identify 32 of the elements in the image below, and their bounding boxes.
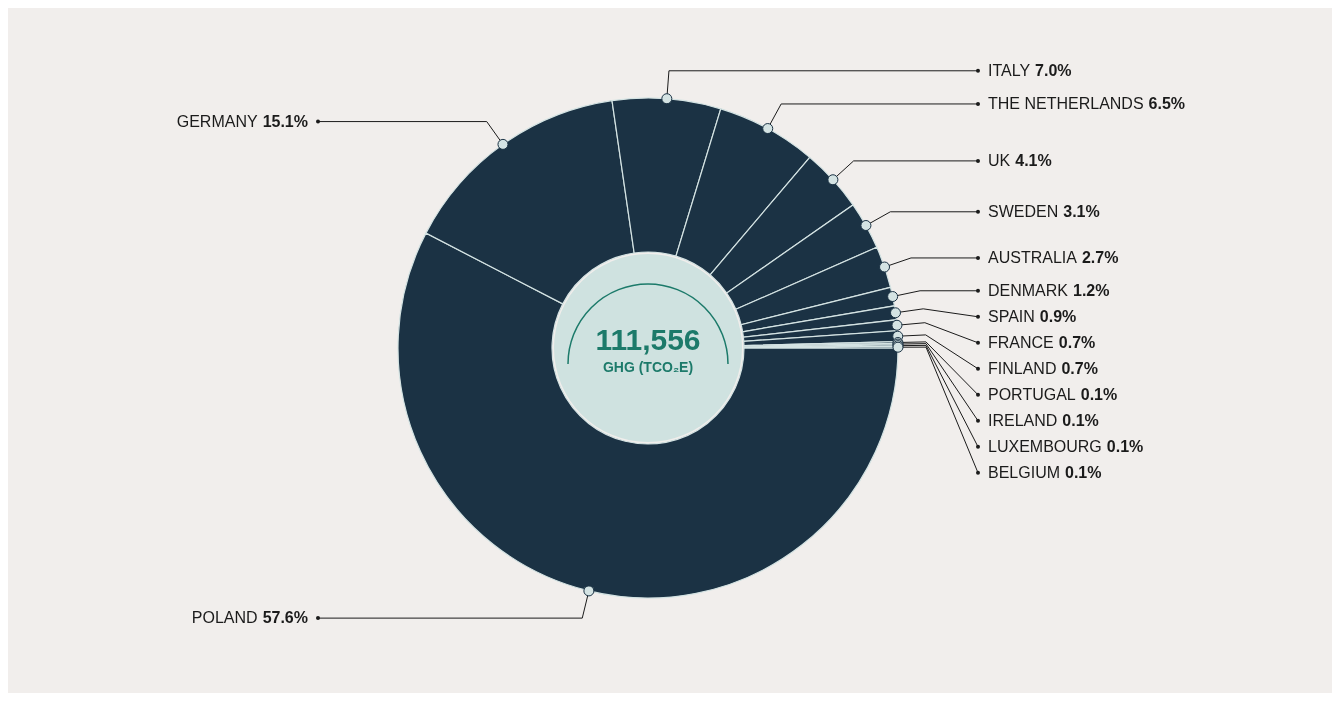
data-label: 6.5% bbox=[1148, 94, 1186, 112]
data-label: 0.7% bbox=[1058, 333, 1096, 351]
data-label: 0.1% bbox=[1106, 437, 1144, 455]
data-label: 15.1% bbox=[262, 112, 308, 130]
data-label: 3.1% bbox=[1063, 202, 1100, 220]
slice-label: GERMANY bbox=[176, 112, 258, 130]
slice-label: THE NETHERLANDS bbox=[988, 94, 1144, 112]
slice-label: ITALY bbox=[988, 61, 1031, 79]
data-label: 2.7% bbox=[1081, 248, 1119, 266]
slice-label: AUSTRALIA bbox=[988, 248, 1078, 266]
data-label: 1.2% bbox=[1073, 281, 1110, 299]
data-label: 0.1% bbox=[1080, 385, 1118, 403]
slice-label: UK bbox=[988, 151, 1011, 169]
slice-label: SWEDEN bbox=[988, 202, 1059, 220]
slice-label: FINLAND bbox=[988, 359, 1057, 377]
data-label: 0.1% bbox=[1065, 463, 1102, 481]
data-label: 0.7% bbox=[1061, 359, 1098, 377]
data-label: 0.1% bbox=[1062, 411, 1099, 429]
slice-label: LUXEMBOURG bbox=[988, 437, 1102, 455]
data-label: 57.6% bbox=[262, 609, 308, 627]
slice-label: BELGIUM bbox=[988, 463, 1061, 481]
slice-label: PORTUGAL bbox=[988, 385, 1076, 403]
text: GHG (TCO₂E) bbox=[602, 359, 694, 375]
slice-label: IRELAND bbox=[988, 411, 1058, 429]
slice-label: DENMARK bbox=[988, 281, 1069, 299]
slice-label: FRANCE bbox=[988, 333, 1054, 351]
slice-label: SPAIN bbox=[988, 307, 1035, 325]
data-label: 0.9% bbox=[1039, 307, 1077, 325]
text: 111,556 bbox=[595, 323, 701, 356]
data-label: 4.1% bbox=[1015, 151, 1052, 169]
slice-label: POLAND bbox=[191, 609, 258, 627]
data-label: 7.0% bbox=[1035, 61, 1072, 79]
